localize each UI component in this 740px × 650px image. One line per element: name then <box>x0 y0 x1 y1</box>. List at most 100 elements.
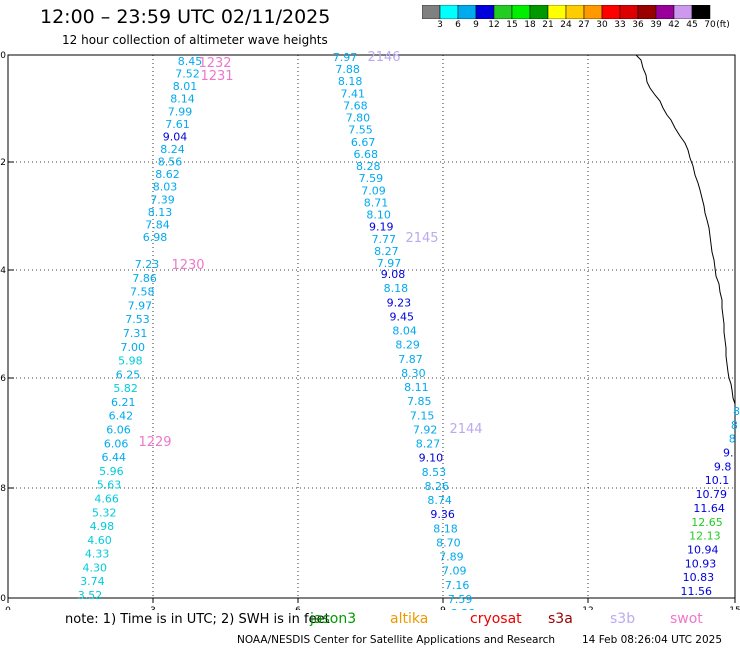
wave-height-label: 5.32 <box>92 506 117 519</box>
wave-height-label: 8 <box>733 405 740 418</box>
wave-height-label: 9. <box>723 447 734 460</box>
wave-height-label: 9.23 <box>387 296 412 309</box>
colorbar-label: 36 <box>632 20 644 30</box>
axis-ticks: 0 3 6 9 12 15 20 22 24 26 28 30 <box>0 51 740 610</box>
pass-id-label: 2146 <box>367 50 400 65</box>
wave-height-label: 7.09 <box>442 565 467 578</box>
wave-height-label: 8.56 <box>158 156 183 169</box>
colorbar-label: 15 <box>506 20 518 30</box>
wave-height-label: 7.55 <box>348 124 373 137</box>
wave-height-label: 7.00 <box>121 341 146 354</box>
satellite-cryosat: cryosat <box>470 611 522 627</box>
colorbar-swatch <box>691 5 711 19</box>
wave-height-label: 8.03 <box>153 181 178 194</box>
satellite-s3a: s3a <box>548 611 573 627</box>
wave-height-label: 6.42 <box>109 410 134 423</box>
wave-height-label: 8 <box>729 433 736 446</box>
altimeter-tracks: 8.457.528.018.147.997.619.048.248.568.62… <box>78 50 740 610</box>
wave-height-label: 8.27 <box>374 245 399 258</box>
wave-height-label: 9.45 <box>390 310 415 323</box>
wave-height-label: 7.99 <box>168 105 193 118</box>
colorbar-label: 33 <box>614 20 626 30</box>
colorbar-label: 42 <box>668 20 680 30</box>
wave-height-label: 6.06 <box>106 424 131 437</box>
colorbar-label: 27 <box>578 20 590 30</box>
wave-height-label: 10.93 <box>685 557 717 570</box>
wave-height-label: 6.68 <box>353 148 378 161</box>
wave-height-label: 7.89 <box>439 551 464 564</box>
wave-height-label: 8.18 <box>433 522 458 535</box>
colorbar-label: 39 <box>650 20 662 30</box>
x-tick-label: 15 <box>729 606 740 610</box>
wave-height-label: 6.25 <box>116 368 141 381</box>
wave-height-label: 6.06 <box>104 437 129 450</box>
wave-height-label: 5.82 <box>113 382 138 395</box>
satellite-altika: altika <box>390 611 429 627</box>
colorbar <box>422 5 711 19</box>
wave-height-label: 8.10 <box>366 209 391 222</box>
wave-height-label: 4.30 <box>83 561 108 574</box>
colorbar-label: 24 <box>560 20 572 30</box>
wave-height-label: 8.74 <box>427 494 452 507</box>
colorbar-label: 45 <box>686 20 698 30</box>
wave-height-label: 8.53 <box>422 466 447 479</box>
map-grid <box>7 54 736 599</box>
x-tick-label: 0 <box>5 606 11 610</box>
wave-height-label: 3.74 <box>80 575 105 588</box>
colorbar-label: 18 <box>524 20 536 30</box>
wave-height-label: 10.79 <box>696 488 728 501</box>
colorbar-labels: 3 6 9 12 15 18 21 24 27 30 33 36 39 42 45 70 (ft) <box>422 20 730 34</box>
colorbar-unit: (ft) <box>716 20 730 30</box>
generated-timestamp: 14 Feb 08:26:04 UTC 2025 <box>582 634 722 646</box>
wave-height-label: 4.98 <box>90 520 115 533</box>
x-tick-label: 3 <box>150 606 156 610</box>
wave-height-label: 5.96 <box>99 465 124 478</box>
colorbar-label: 9 <box>473 20 479 30</box>
x-tick-label: 12 <box>582 606 593 610</box>
wave-height-label: 7.59 <box>448 593 473 606</box>
colorbar-label: 70 <box>704 20 716 30</box>
wave-height-label: 5.98 <box>118 355 143 368</box>
wave-height-label: 7.97 <box>128 299 153 312</box>
satellite-jason3: jason3 <box>310 611 357 627</box>
footer-note: note: 1) Time is in UTC; 2) SWH is in fe… <box>65 612 330 627</box>
wave-height-label: 10.1 <box>705 474 730 487</box>
wave-height-label: 7.97 <box>377 257 402 270</box>
wave-height-label: 8.18 <box>384 282 409 295</box>
page-subtitle: 12 hour collection of altimeter wave hei… <box>62 33 328 47</box>
wave-height-label: 8.70 <box>436 536 461 549</box>
wave-height-label: 7.23 <box>135 258 160 271</box>
wave-height-label: 7.84 <box>145 218 170 231</box>
colorbar-label: 21 <box>542 20 554 30</box>
wave-height-label: 6.21 <box>111 396 136 409</box>
wave-height-label: 7.86 <box>132 272 157 285</box>
wave-height-label: 8.45 <box>178 55 203 68</box>
y-tick-label: 28 <box>0 484 6 494</box>
wave-height-label: 6.67 <box>351 136 376 149</box>
y-tick-label: 30 <box>0 594 6 604</box>
pass-id-label: 1231 <box>200 69 233 84</box>
wave-height-label: 9.19 <box>369 221 394 234</box>
wave-height-label: 7.15 <box>410 409 435 422</box>
wave-height-label: 8.71 <box>364 196 389 209</box>
wave-height-label: 7.85 <box>407 395 432 408</box>
wave-height-label: 8.18 <box>338 75 363 88</box>
wave-height-label: 7.77 <box>372 233 397 246</box>
wave-height-label: 7.59 <box>359 172 384 185</box>
wave-height-label: 7.31 <box>123 327 148 340</box>
wave-height-label: 4.60 <box>87 534 112 547</box>
wave-height-label: 8.01 <box>173 80 198 93</box>
wave-height-label: 6.98 <box>143 231 168 244</box>
wave-height-label: 4.66 <box>94 492 119 505</box>
pass-id-label: 1229 <box>138 435 171 450</box>
wave-height-label: 10.94 <box>687 543 719 556</box>
wave-height-label: 7.80 <box>346 112 371 125</box>
x-tick-label: 9 <box>440 606 446 610</box>
wave-height-label: 7.16 <box>445 579 470 592</box>
pass-id-label: 2145 <box>405 231 438 246</box>
wave-height-label: 8.29 <box>395 339 420 352</box>
wave-height-label: 9.36 <box>430 508 455 521</box>
wave-height-label: 6.44 <box>102 451 127 464</box>
wave-height-label: 4.33 <box>85 548 110 561</box>
wave-height-label: 8.11 <box>404 381 429 394</box>
